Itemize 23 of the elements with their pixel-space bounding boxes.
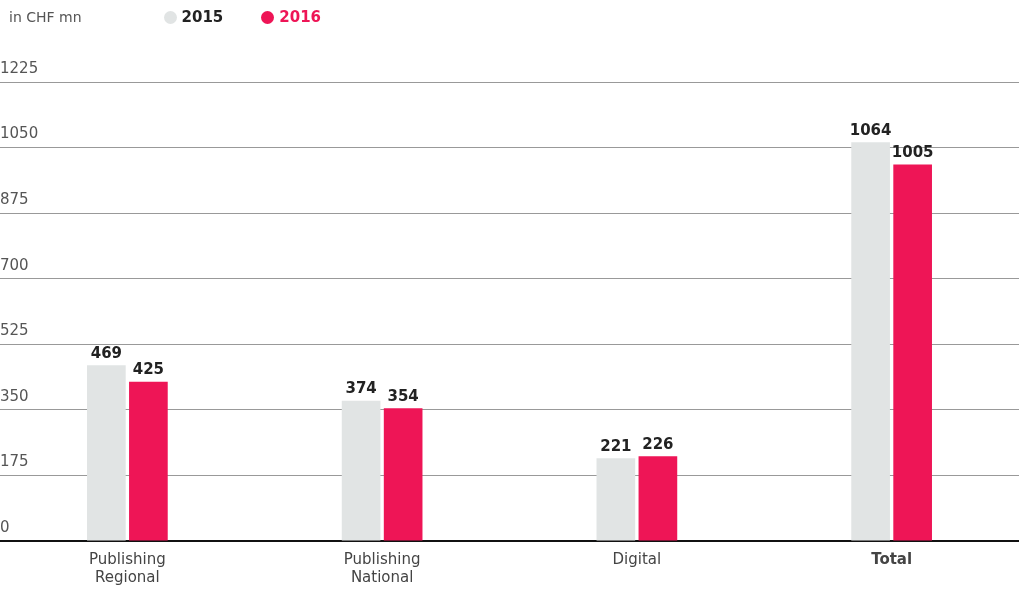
x-tick-label: Publishing National [343, 549, 421, 586]
y-tick-label: 875 [0, 190, 29, 209]
y-axis-title: in CHF mn [9, 9, 82, 25]
data-label: 469 [90, 343, 123, 362]
x-tick-label: Publishing Regional [89, 549, 166, 586]
data-label: 221 [600, 436, 632, 455]
legend-label: 2015 [181, 8, 224, 26]
data-label: 1064 [849, 120, 892, 139]
y-tick-label: 700 [0, 255, 29, 274]
x-tick-label: Total [871, 549, 913, 568]
y-tick-label: 1050 [0, 124, 39, 143]
y-tick-label: 350 [0, 386, 29, 405]
data-label: 1005 [891, 142, 934, 161]
data-label: 425 [132, 360, 165, 379]
y-tick-label: 175 [0, 452, 29, 471]
data-label: 226 [642, 434, 674, 453]
x-tick-label: Digital [612, 549, 662, 568]
data-label: 374 [345, 379, 377, 398]
y-tick-label: 1225 [0, 58, 39, 77]
legend-label: 2016 [279, 8, 322, 26]
y-tick-label: 525 [0, 321, 29, 340]
data-label: 354 [387, 386, 419, 405]
y-tick-label: 0 [0, 517, 10, 536]
